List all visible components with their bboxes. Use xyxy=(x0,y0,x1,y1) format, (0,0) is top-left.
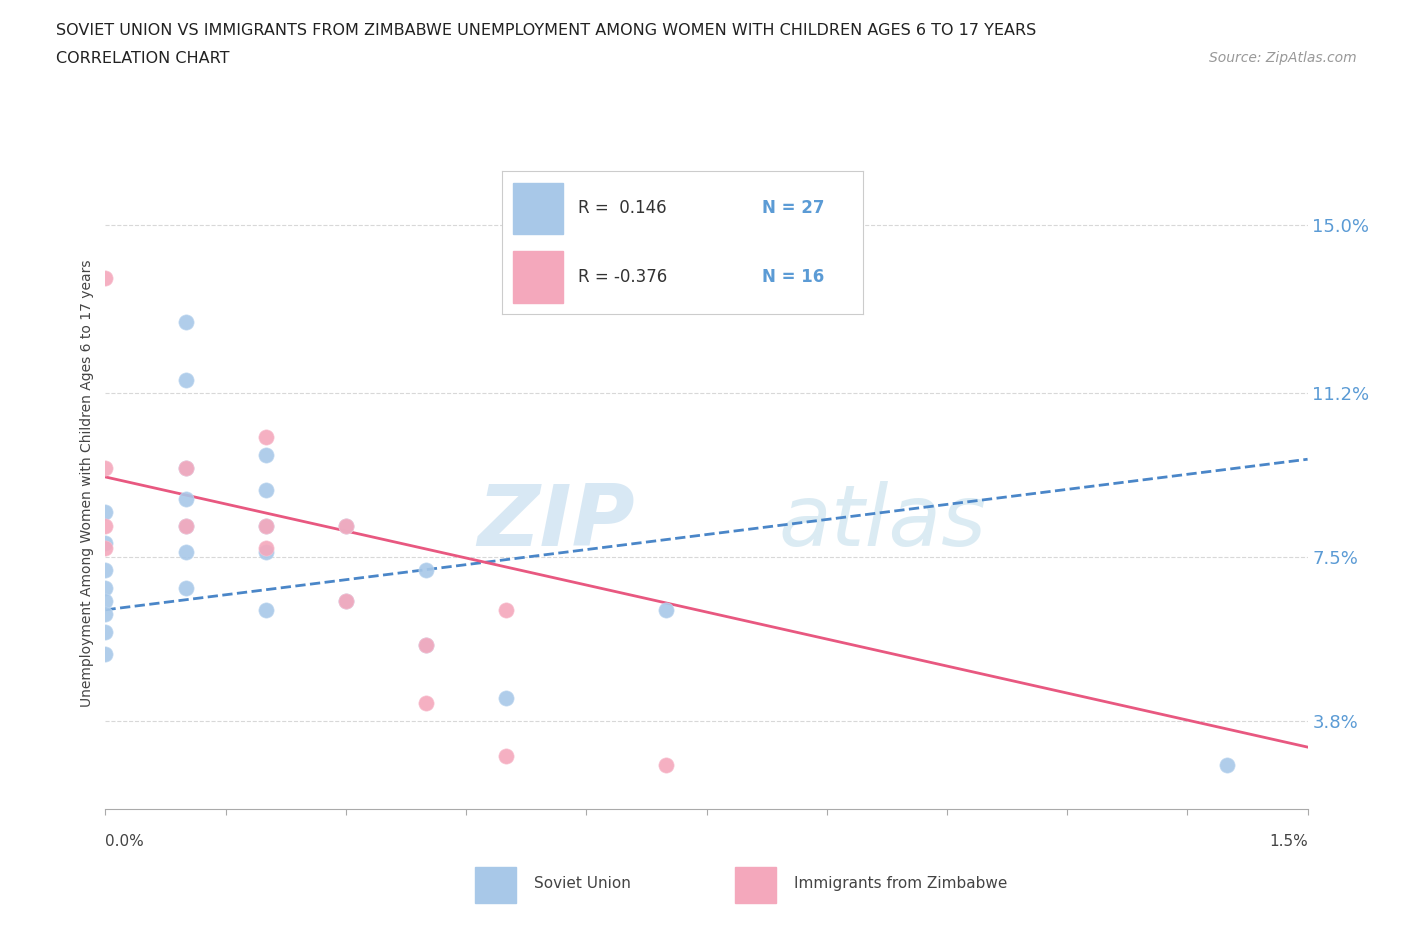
Point xyxy=(254,483,277,498)
Point xyxy=(415,696,437,711)
Point xyxy=(94,271,117,286)
Point xyxy=(335,518,357,533)
Point xyxy=(174,518,197,533)
Point xyxy=(254,603,277,618)
Point xyxy=(335,593,357,608)
Text: Immigrants from Zimbabwe: Immigrants from Zimbabwe xyxy=(794,876,1007,891)
Text: ZIP: ZIP xyxy=(477,481,634,565)
Point xyxy=(94,460,117,475)
Point xyxy=(94,593,117,608)
Point xyxy=(495,691,517,706)
Point xyxy=(174,460,197,475)
Point xyxy=(1216,757,1239,772)
Point xyxy=(254,430,277,445)
Point xyxy=(415,563,437,578)
Y-axis label: Unemployment Among Women with Children Ages 6 to 17 years: Unemployment Among Women with Children A… xyxy=(80,259,94,708)
Text: 0.0%: 0.0% xyxy=(105,834,145,849)
Point xyxy=(655,757,678,772)
Point xyxy=(655,603,678,618)
Point xyxy=(94,536,117,551)
Point xyxy=(254,518,277,533)
Text: SOVIET UNION VS IMMIGRANTS FROM ZIMBABWE UNEMPLOYMENT AMONG WOMEN WITH CHILDREN : SOVIET UNION VS IMMIGRANTS FROM ZIMBABWE… xyxy=(56,23,1036,38)
Point xyxy=(94,625,117,640)
Point xyxy=(174,545,197,560)
Point xyxy=(254,447,277,462)
Point xyxy=(254,540,277,555)
Point xyxy=(335,518,357,533)
Point xyxy=(495,749,517,764)
Point xyxy=(335,593,357,608)
Text: CORRELATION CHART: CORRELATION CHART xyxy=(56,51,229,66)
Point xyxy=(94,606,117,621)
Point xyxy=(174,580,197,595)
Point xyxy=(415,638,437,653)
Bar xyxy=(475,867,516,903)
Text: Soviet Union: Soviet Union xyxy=(534,876,631,891)
Point xyxy=(174,518,197,533)
Point xyxy=(94,646,117,661)
Point xyxy=(254,545,277,560)
Point xyxy=(415,638,437,653)
Point xyxy=(174,492,197,507)
Point xyxy=(174,314,197,329)
Point xyxy=(94,518,117,533)
Bar xyxy=(735,867,776,903)
Point xyxy=(254,518,277,533)
Text: atlas: atlas xyxy=(779,481,987,565)
Text: Source: ZipAtlas.com: Source: ZipAtlas.com xyxy=(1209,51,1357,65)
Point xyxy=(94,580,117,595)
Point xyxy=(174,460,197,475)
Text: 1.5%: 1.5% xyxy=(1268,834,1308,849)
Point xyxy=(174,372,197,387)
Point xyxy=(94,563,117,578)
Point xyxy=(94,505,117,520)
Point xyxy=(495,603,517,618)
Point xyxy=(94,540,117,555)
